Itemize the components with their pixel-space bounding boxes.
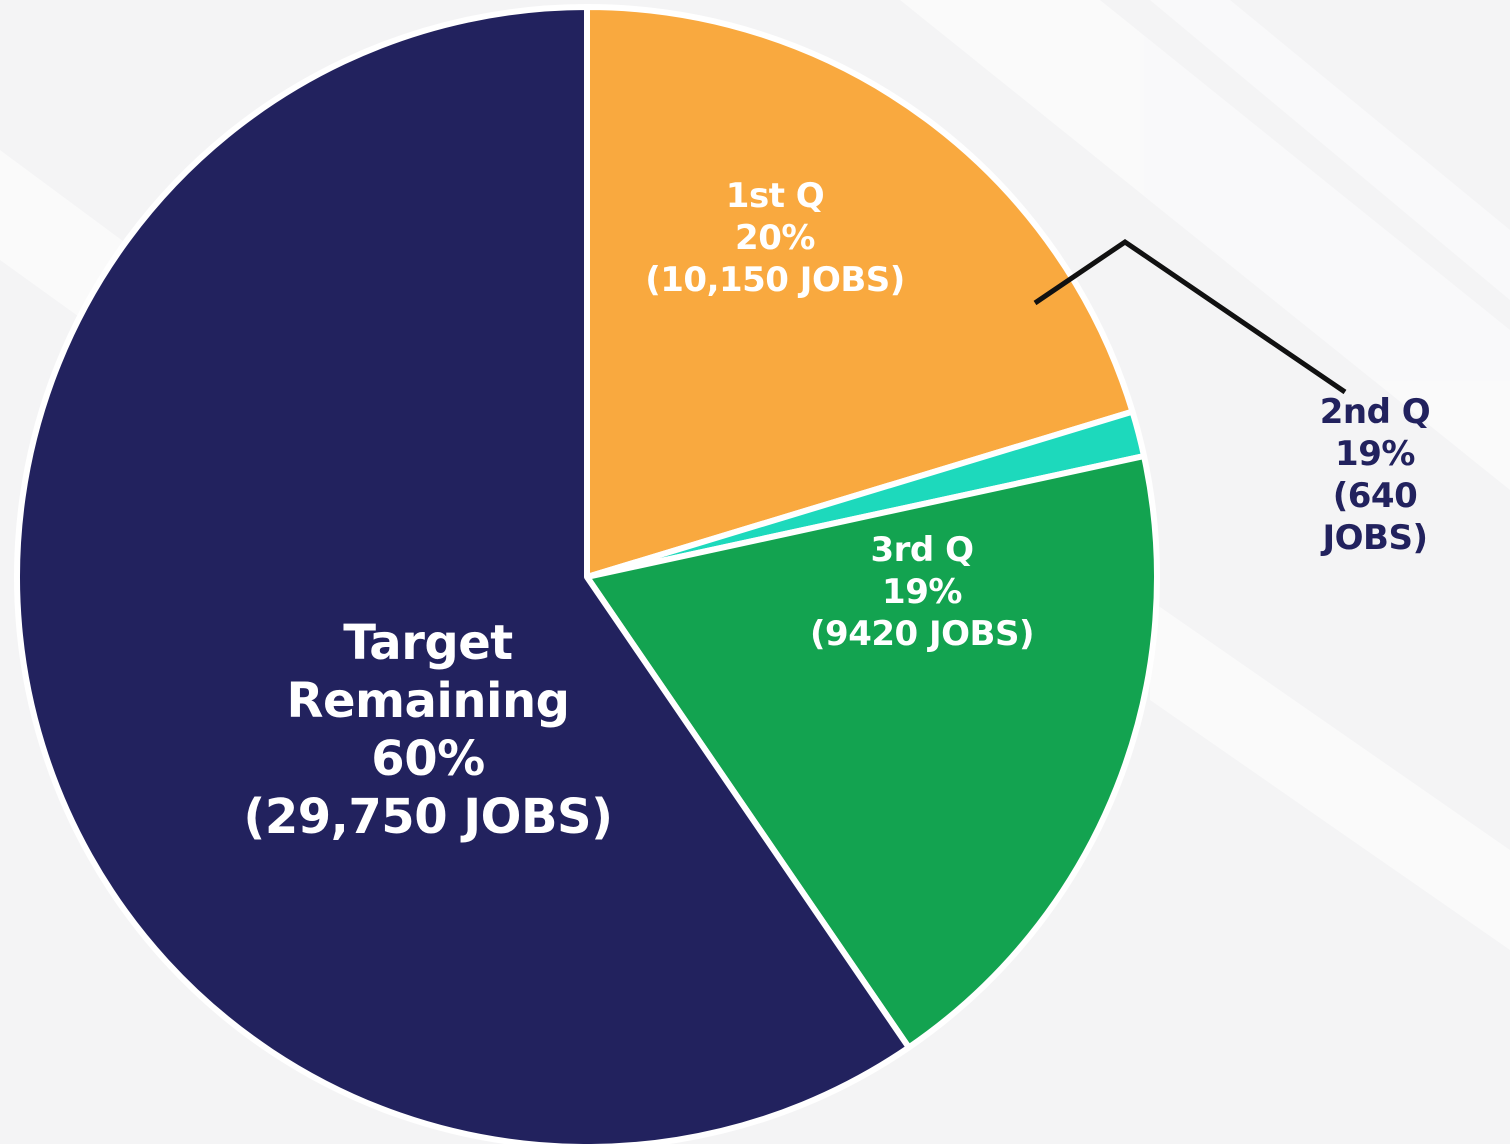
pie-slice [584,4,1136,580]
percent-label: 60% [371,731,485,787]
slices [14,4,1160,1144]
percent-label: 20% [735,218,815,258]
category-label: 2nd Q [1319,392,1431,432]
category-label: Target Remaining [286,615,570,729]
value-label: (10,150 JOBS) [645,260,905,300]
value-label: (29,750 JOBS) [243,789,613,845]
value-label: (640 JOBS) [1322,476,1429,558]
value-label: (9420 JOBS) [810,614,1035,654]
slice-label: 2nd Q 19% (640 JOBS) [1308,391,1443,559]
category-label: 3rd Q [870,530,974,570]
slice-label: 1st Q 20% (10,150 JOBS) [645,175,905,301]
pie-slice [14,4,912,1144]
slice-label: 3rd Q 19% (9420 JOBS) [810,529,1035,655]
pie-slice [584,453,1160,1051]
percent-label: 19% [1335,434,1415,474]
category-label: 1st Q [725,176,825,216]
slice-label: Target Remaining 60% (29,750 JOBS) [218,614,638,846]
leader-line [1033,238,1347,395]
percent-label: 19% [882,572,962,612]
